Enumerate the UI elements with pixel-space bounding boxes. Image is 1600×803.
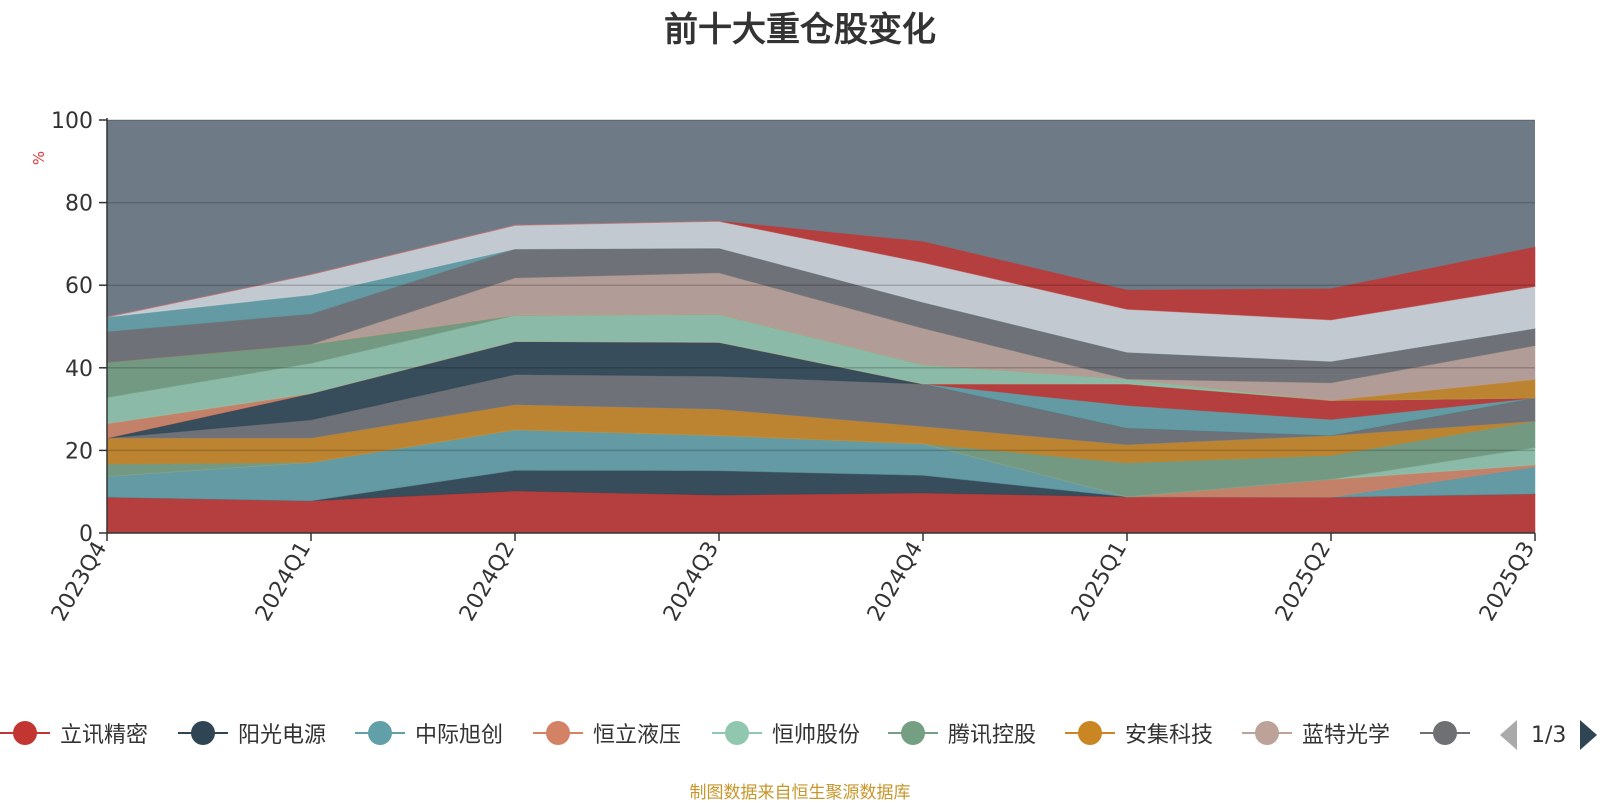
legend-marker-icon — [1420, 718, 1470, 748]
y-tick-label: 60 — [65, 274, 93, 299]
pager-text: 1/3 — [1531, 722, 1567, 748]
legend-item[interactable] — [1420, 718, 1480, 748]
legend-label: 中际旭创 — [415, 723, 504, 748]
source-note: 制图数据来自恒生聚源数据库 — [689, 783, 911, 803]
area-series-21[interactable] — [106, 220, 1536, 321]
y-tick-label: 0 — [79, 522, 93, 547]
legend-marker-icon — [1242, 718, 1292, 748]
legend-marker-icon — [533, 718, 583, 748]
x-tick-label: 2025Q2 — [1271, 538, 1336, 626]
y-tick-label: 100 — [51, 109, 93, 134]
legend-label: 立讯精密 — [60, 723, 149, 748]
grid-lines — [107, 119, 1535, 452]
y-tick-label: 40 — [65, 357, 93, 382]
x-tick-label: 2024Q2 — [455, 538, 520, 626]
legend-marker-icon — [178, 718, 228, 748]
legend-label: 安集科技 — [1125, 723, 1214, 748]
area-series-group — [106, 220, 1536, 534]
x-tick-label: 2024Q4 — [863, 538, 928, 626]
legend-item[interactable]: 安集科技 — [1065, 718, 1213, 748]
legend: 立讯精密 阳光电源 中际旭创 恒立液压 恒帅股份 腾讯控股 安集科技 蓝特光学 — [0, 710, 1482, 756]
x-tick-label: 2024Q3 — [659, 538, 724, 626]
legend-marker-icon — [888, 718, 938, 748]
legend-label: 腾讯控股 — [948, 723, 1037, 748]
legend-label: 蓝特光学 — [1302, 723, 1391, 748]
legend-marker-icon — [1065, 718, 1115, 748]
legend-marker-icon — [0, 718, 50, 748]
pager-next-icon[interactable] — [1580, 720, 1598, 750]
legend-item[interactable]: 恒帅股份 — [712, 718, 860, 748]
x-tick-label: 2024Q1 — [251, 538, 316, 626]
chart-title: 前十大重仓股变化 — [664, 10, 936, 50]
legend-item[interactable]: 阳光电源 — [178, 718, 326, 748]
legend-label: 恒立液压 — [593, 723, 682, 748]
legend-marker-icon — [712, 718, 762, 748]
legend-item[interactable]: 蓝特光学 — [1242, 718, 1390, 748]
y-tick-label: 20 — [65, 439, 93, 464]
x-tick-label: 2025Q3 — [1475, 538, 1540, 626]
legend-item[interactable]: 中际旭创 — [355, 718, 503, 748]
legend-item[interactable]: 立讯精密 — [0, 718, 148, 748]
x-tick-label: 2025Q1 — [1067, 538, 1132, 626]
x-tick-label: 2023Q4 — [47, 538, 112, 626]
legend-pager: 1/3 — [1500, 718, 1598, 752]
legend-marker-icon — [355, 718, 405, 748]
legend-item[interactable]: 腾讯控股 — [888, 718, 1036, 748]
legend-label: 阳光电源 — [238, 723, 327, 748]
pager-prev-icon[interactable] — [1500, 720, 1517, 750]
legend-item[interactable]: 恒立液压 — [533, 718, 681, 748]
y-axis-label: % — [30, 151, 48, 165]
y-tick-label: 80 — [65, 192, 93, 217]
legend-label: 恒帅股份 — [772, 723, 861, 748]
